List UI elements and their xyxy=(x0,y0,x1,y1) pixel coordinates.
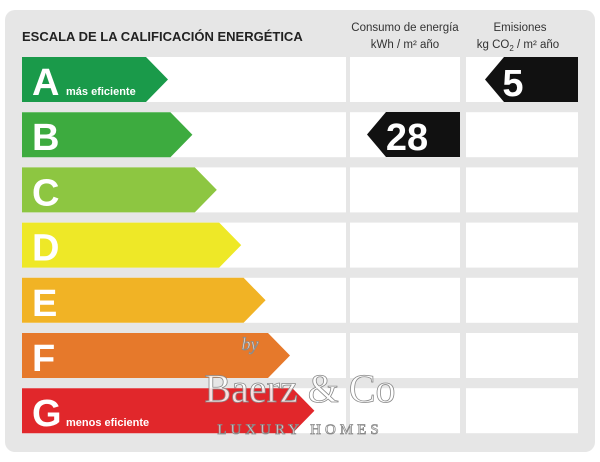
cell xyxy=(466,277,578,323)
unit-part: / m² año xyxy=(514,39,559,51)
indicator-value: 28 xyxy=(386,117,428,159)
indicator-value: 5 xyxy=(502,63,523,105)
rating-arrow xyxy=(22,333,290,378)
title: ESCALA DE LA CALIFICACIÓN ENERGÉTICA xyxy=(22,29,303,44)
rating-arrow xyxy=(22,112,193,158)
watermark-brand: Baerz & Co xyxy=(204,366,395,411)
rating-arrow xyxy=(22,167,217,213)
rating-letter: A xyxy=(32,62,59,104)
rating-letter: D xyxy=(32,228,59,270)
cell xyxy=(350,388,460,434)
col-label: Consumo de energía xyxy=(351,22,459,34)
emissions-indicator: 5 xyxy=(485,57,578,105)
col-label: Emisiones xyxy=(493,22,546,34)
cell xyxy=(466,112,578,158)
cell xyxy=(466,222,578,268)
rating-arrow xyxy=(22,277,266,323)
col-unit: kWh / m² año xyxy=(371,39,439,51)
cell xyxy=(350,333,460,378)
rating-letter: B xyxy=(32,117,59,159)
cell xyxy=(350,57,460,102)
rating-note: menos eficiente xyxy=(66,417,149,429)
rating-letter: G xyxy=(32,393,62,435)
cell xyxy=(466,333,578,378)
rating-letter: F xyxy=(32,338,55,380)
rating-arrow xyxy=(22,388,315,434)
cell xyxy=(350,167,460,213)
consumption-indicator: 28 xyxy=(367,112,460,159)
cell xyxy=(466,388,578,434)
watermark-tagline: LUXURY HOMES xyxy=(217,422,382,438)
rating-letter: C xyxy=(32,172,59,214)
rating-arrow xyxy=(22,222,242,268)
cell xyxy=(350,277,460,323)
rating-letter: E xyxy=(32,283,57,325)
indicator-arrow xyxy=(367,112,460,157)
indicator-arrow xyxy=(485,57,578,102)
cell xyxy=(350,222,460,268)
rating-note: más eficiente xyxy=(66,86,136,98)
unit-sub: 2 xyxy=(509,44,514,53)
col-unit: kg CO2 / m² año xyxy=(477,39,559,53)
rating-arrow xyxy=(22,57,168,102)
watermark-by: by xyxy=(242,334,259,354)
cell xyxy=(466,167,578,213)
unit-part: kg CO xyxy=(477,39,510,51)
